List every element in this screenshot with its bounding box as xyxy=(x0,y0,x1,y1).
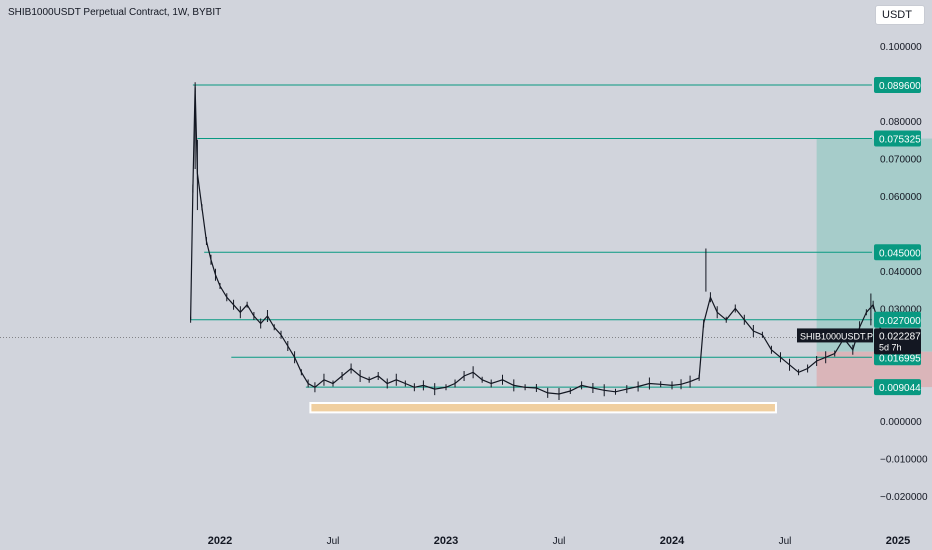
y-tick-label: 0.100000 xyxy=(880,42,922,53)
y-tick-label: −0.020000 xyxy=(880,492,928,503)
price-tag xyxy=(874,328,921,355)
y-tick-label: 0.000000 xyxy=(880,417,922,428)
x-tick-label: Jul xyxy=(327,536,340,547)
x-tick-label: 2024 xyxy=(660,535,685,547)
level-tag-label: 0.089600 xyxy=(879,81,921,92)
x-tick-label: Jul xyxy=(779,536,792,547)
plot-area[interactable] xyxy=(0,82,932,414)
y-tick-label: −0.010000 xyxy=(880,455,928,466)
y-tick-label: 0.060000 xyxy=(880,192,922,203)
chart-title: SHIB1000USDT Perpetual Contract, 1W, BYB… xyxy=(8,7,222,18)
level-tag xyxy=(874,77,921,93)
level-tag xyxy=(874,244,921,261)
price-tag-value: 0.022287 xyxy=(879,331,921,342)
level-tag xyxy=(874,130,921,147)
symbol-tag-label: SHIB1000USDT.P xyxy=(800,331,873,341)
level-tag xyxy=(874,311,921,328)
level-tag-label: 0.075325 xyxy=(879,135,921,146)
support-box xyxy=(309,402,777,414)
x-tick-label: 2025 xyxy=(886,535,910,547)
x-tick-label: 2022 xyxy=(208,535,232,547)
price-axis[interactable]: 0.100000 0.080000 0.070000 0.060000 0.040000… xyxy=(797,42,928,503)
x-tick-label: 2023 xyxy=(434,535,458,547)
y-tick-label: 0.080000 xyxy=(880,117,922,128)
price-tag-countdown: 5d 7h xyxy=(879,342,902,352)
level-tag-label: 0.016995 xyxy=(879,353,921,364)
level-tag-label: 0.009044 xyxy=(879,383,921,394)
level-tag-label: 0.027000 xyxy=(879,316,921,327)
y-tick-label: 0.040000 xyxy=(880,267,922,278)
level-tag xyxy=(874,379,921,396)
symbol-tag xyxy=(797,328,873,343)
level-tag-label: 0.045000 xyxy=(879,248,921,259)
y-tick-label: 0.030000 xyxy=(880,305,922,316)
x-tick-label: Jul xyxy=(553,536,566,547)
time-axis[interactable]: 2022Jul2023Jul2024Jul2025Jul2026Jul2027J… xyxy=(0,526,932,550)
price-series xyxy=(190,87,899,395)
y-tick-label: 0.070000 xyxy=(880,155,922,166)
currency-button[interactable]: USDT xyxy=(875,5,925,25)
time-axis-bg xyxy=(0,526,932,550)
